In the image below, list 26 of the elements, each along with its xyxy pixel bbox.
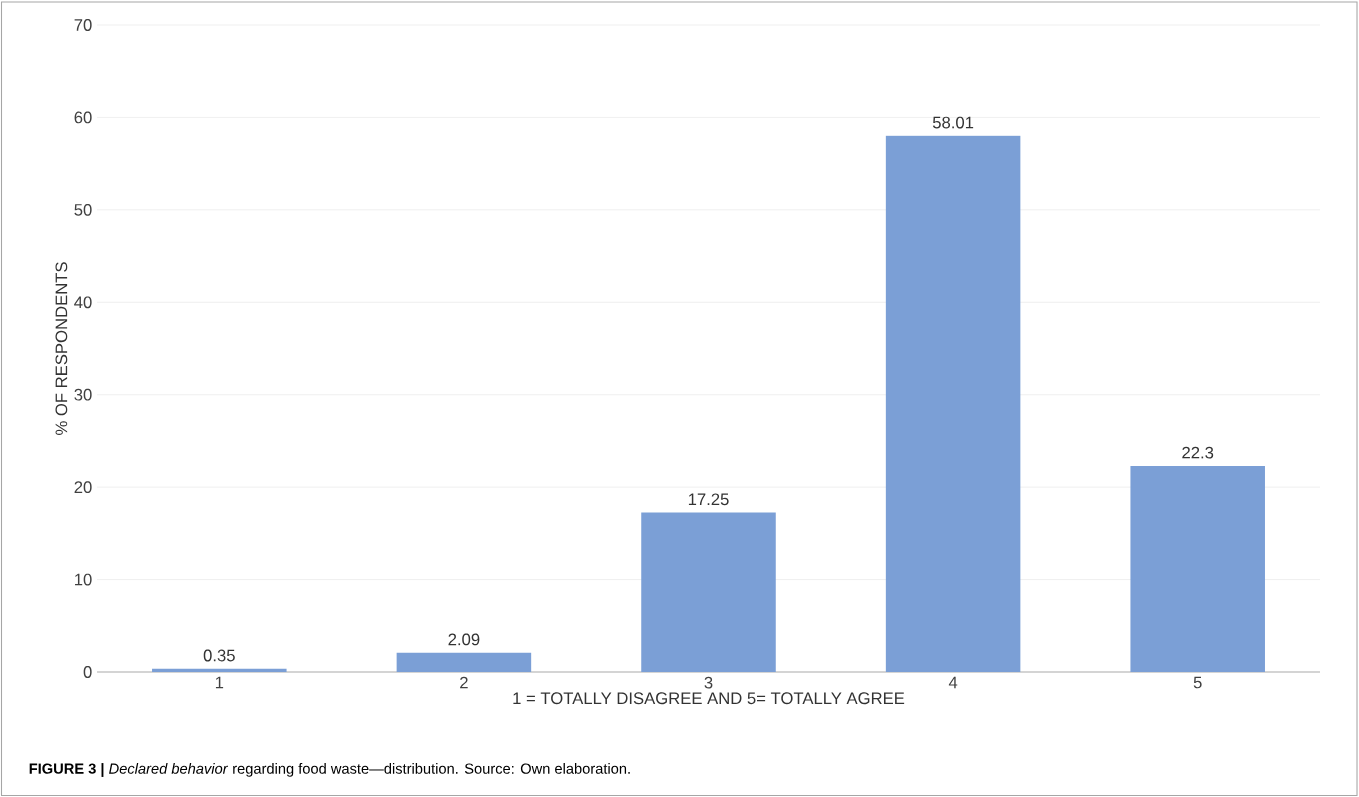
data-label: 58.01 (932, 116, 974, 129)
bar (885, 135, 1021, 672)
bar (1130, 465, 1265, 672)
data-label: 2.09 (448, 633, 480, 646)
bar (152, 668, 287, 672)
x-tick-label: 1 (215, 676, 224, 689)
y-axis-title: % OF RESPONDENTS (55, 262, 68, 435)
x-tick-label: 4 (948, 676, 958, 689)
y-tick-label: 0 (83, 666, 92, 678)
y-tick-label: 50 (74, 203, 92, 216)
data-label: 22.3 (1182, 446, 1214, 459)
y-tick-label: 40 (74, 296, 92, 309)
x-axis-title: 1 = TOTALLY DISAGREE AND 5= TOTALLY AGREE (513, 692, 905, 705)
y-tick-label: 10 (75, 573, 92, 586)
data-label: 17.25 (688, 493, 729, 506)
x-tick-label: 5 (1193, 676, 1202, 689)
text: FIGURE 3 | Declared behavior regarding food waste—distribution. Source: Own elaboration. (29, 763, 630, 777)
y-tick-label: 20 (74, 481, 92, 494)
bar (396, 652, 532, 672)
y-tick-label: 70 (74, 19, 92, 31)
x-tick-label: 2 (460, 676, 468, 689)
data-label: 0.35 (203, 649, 235, 662)
y-tick-label: 30 (74, 388, 92, 401)
x-tick-label: 3 (704, 676, 713, 689)
y-tick-label: 60 (74, 111, 92, 124)
bar (641, 512, 776, 672)
